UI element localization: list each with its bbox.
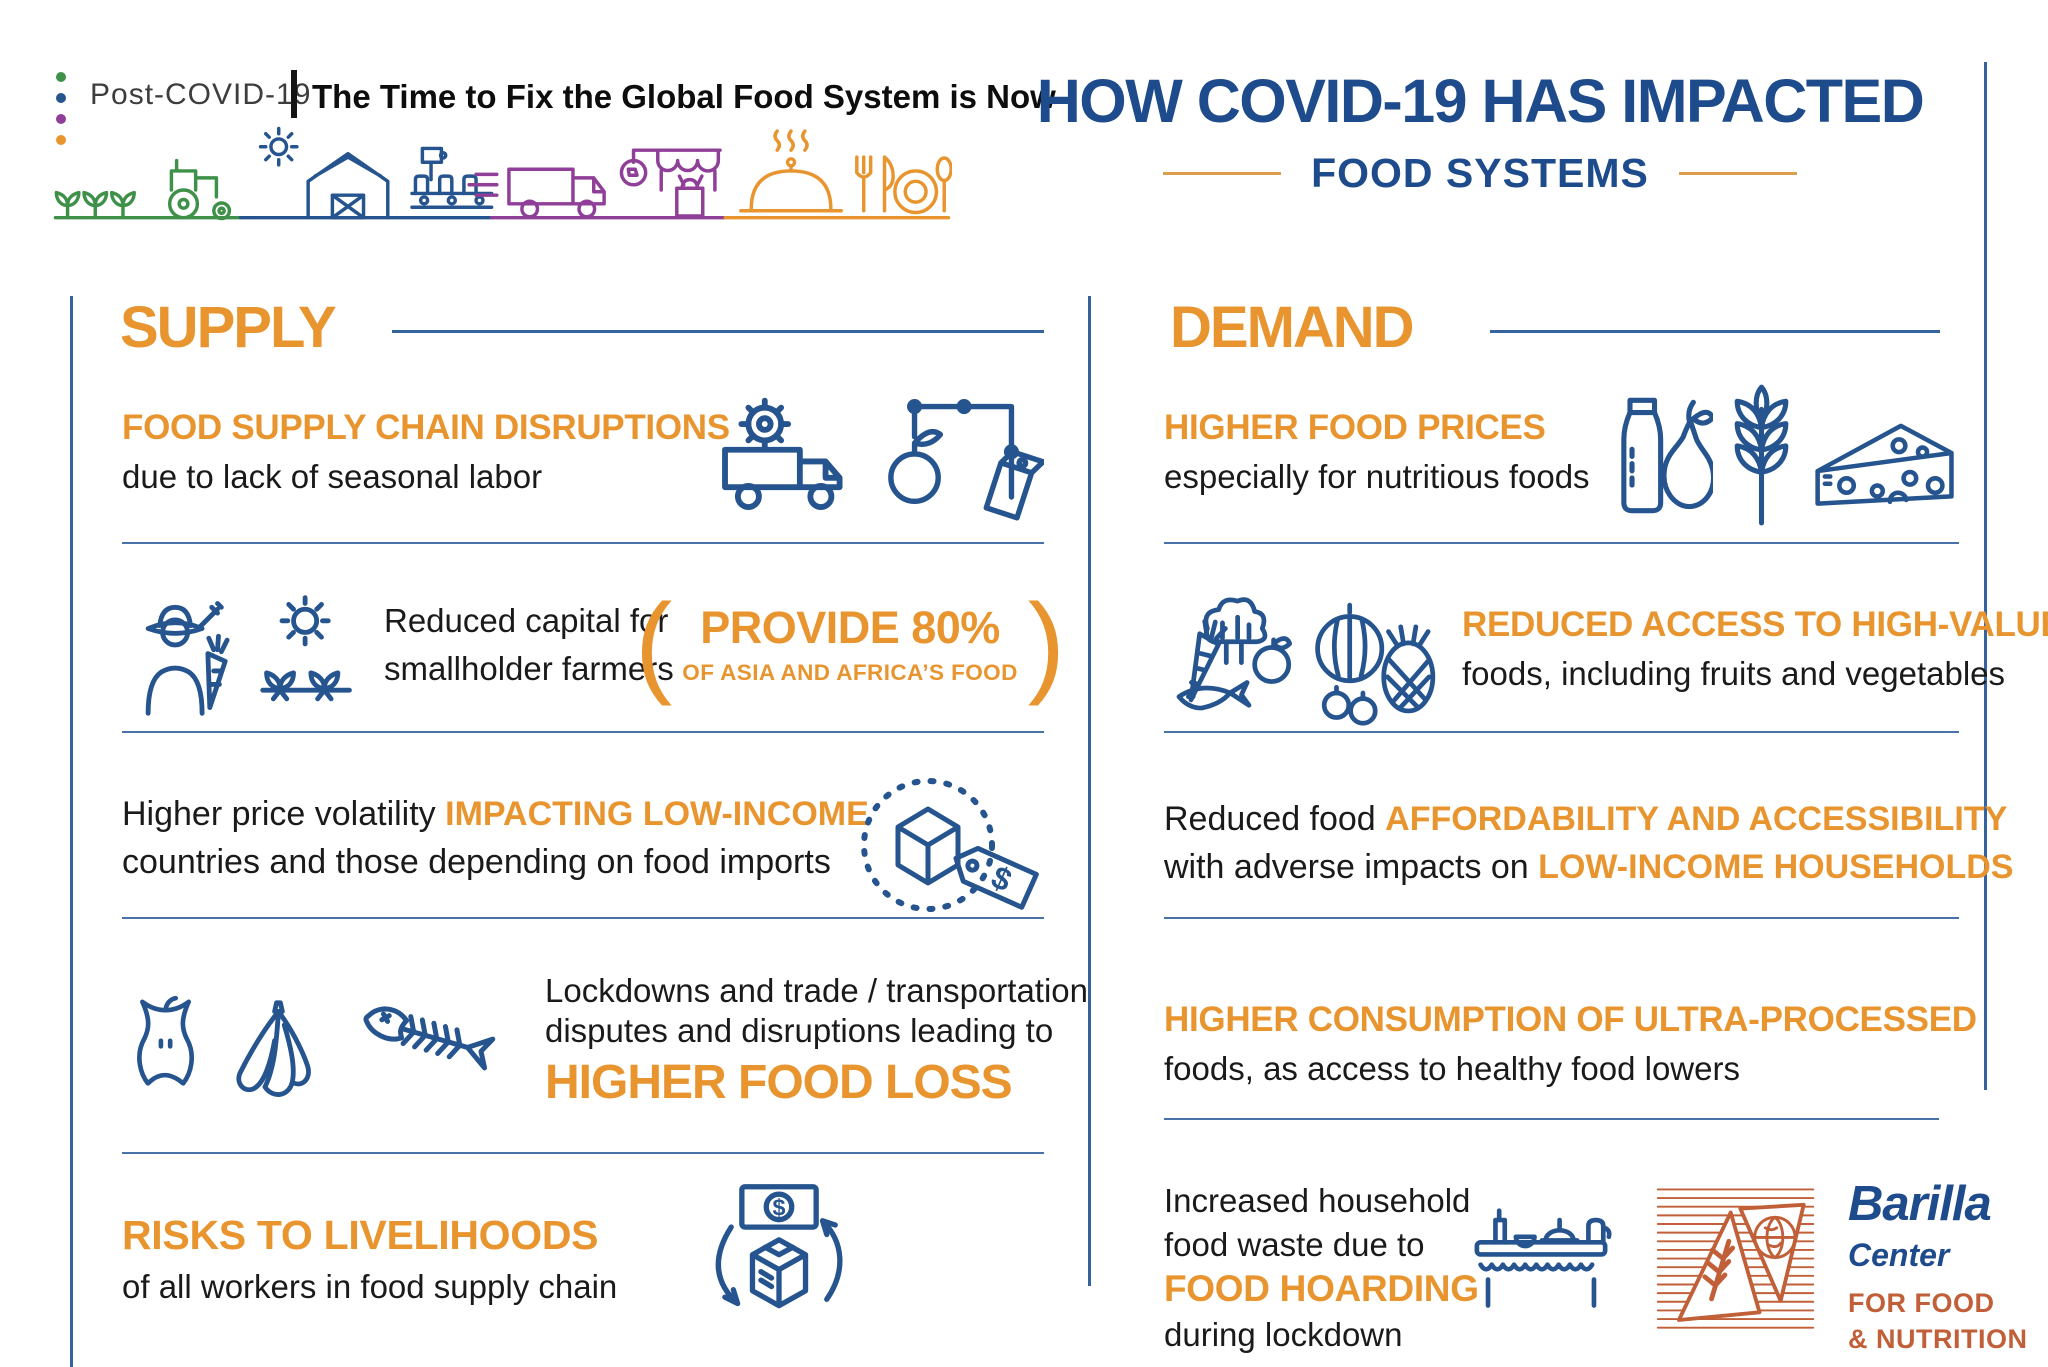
demand-item4-body: foods, as access to healthy food lowers [1164, 1050, 1740, 1087]
demand-item3-line2: with adverse impacts on LOW-INCOME HOUSE… [1164, 848, 2013, 887]
demand-divider-4 [1164, 1118, 1939, 1120]
sprout-icons [54, 190, 136, 220]
tractor-icon [167, 158, 232, 221]
cheese-icon [1810, 415, 1960, 524]
supply-heading-rule [392, 330, 1044, 333]
fruits-icon [1308, 590, 1450, 732]
supply-item4-line2: disputes and disruptions leading to [545, 1012, 1054, 1049]
demand-item3-highlight1: AFFORDABILITY AND ACCESSIBILITY [1385, 800, 2008, 838]
demand-item5-line2: food waste due to [1164, 1226, 1425, 1263]
demand-item5-highlight: FOOD HOARDING [1164, 1268, 1479, 1309]
demand-heading-rule [1490, 330, 1940, 333]
table-food-icon [1462, 1190, 1620, 1335]
supply-item4-highlight: HIGHER FOOD LOSS [545, 1056, 1013, 1109]
supply-item2-stat: ( PROVIDE 80% OF ASIA AND AFRICA’S FOOD … [635, 588, 1065, 700]
subtitle-left-line [1163, 172, 1282, 175]
demand-heading: DEMAND [1170, 295, 1415, 360]
logo-sub1: FOR FOOD [1848, 1288, 1995, 1318]
farmer-icon [125, 595, 231, 722]
storefront-icon [619, 148, 722, 218]
demand-item2-body: foods, including fruits and vegetables [1462, 655, 2006, 692]
tagline: The Time to Fix the Global Food System i… [312, 78, 1056, 115]
supply-item3-line2: countries and those depending on food im… [122, 843, 831, 881]
wheat-icon [1723, 382, 1799, 531]
demand-divider-3 [1164, 917, 1959, 919]
apple-core-icon [122, 988, 210, 1105]
demand-item5-line3: during lockdown [1164, 1316, 1403, 1353]
demand-item1-body: especially for nutritious foods [1164, 458, 1590, 495]
supply-item5-title: RISKS TO LIVELIHOODS [122, 1212, 599, 1258]
logo-division: Center [1848, 1237, 1950, 1273]
demand-divider-2 [1164, 731, 1959, 733]
supply-item3-highlight: IMPACTING LOW-INCOME [445, 795, 869, 833]
supply-item2-line2: smallholder farmers [384, 650, 674, 687]
demand-item4-title: HIGHER CONSUMPTION OF ULTRA-PROCESSED [1164, 1000, 1977, 1039]
stat-big: PROVIDE 80% [700, 602, 1000, 653]
demand-item3-highlight2: LOW-INCOME HOUSEHOLDS [1538, 848, 2014, 886]
header-divider-bar [291, 70, 297, 118]
supply-divider-2 [122, 731, 1044, 733]
vegetables-icon [1160, 585, 1302, 732]
barn-icon [306, 151, 390, 220]
plate-icon [893, 169, 939, 215]
demand-item5-line1: Increased household [1164, 1182, 1471, 1219]
milk-pear-icon [1595, 388, 1717, 531]
stat-small: OF ASIA AND AFRICA’S FOOD [682, 660, 1018, 685]
barilla-emblem-icon [1652, 1176, 1820, 1349]
banana-peel-icon [222, 998, 334, 1119]
sun-icon [258, 126, 299, 167]
supply-divider-3 [122, 917, 1044, 919]
paren-close: ) [1027, 581, 1066, 706]
money-box-cycle-icon: $ [710, 1180, 848, 1345]
supply-chain-icon [882, 385, 1046, 530]
food-chain-band-icon [52, 118, 953, 241]
page-subtitle-row: FOOD SYSTEMS [1020, 150, 1940, 197]
demand-item1-title: HIGHER FOOD PRICES [1164, 408, 1546, 447]
supply-column-line [70, 296, 73, 1367]
conveyor-icon [410, 146, 494, 210]
supply-heading: SUPPLY [120, 295, 337, 360]
truck-gear-icon [718, 392, 870, 523]
brand-dots-icon [56, 72, 66, 156]
demand-item3-line1: Reduced food AFFORDABILITY AND ACCESSIBI… [1164, 800, 2007, 839]
barilla-logo-text: Barilla Center FOR FOOD & NUTRITION [1848, 1180, 2027, 1358]
sun-seedling-icon [255, 595, 361, 722]
supply-divider-1 [122, 542, 1044, 544]
subtitle-right-line [1678, 172, 1797, 175]
spoon-icon [935, 156, 953, 213]
demand-item3-lead: Reduced food [1164, 800, 1386, 838]
page-subtitle: FOOD SYSTEMS [1311, 150, 1649, 196]
supply-item3-lead: Higher price volatility [122, 795, 446, 833]
page-title: HOW COVID-19 HAS IMPACTED [1036, 67, 1925, 135]
supply-item3-line1: Higher price volatility IMPACTING LOW-IN… [122, 795, 869, 834]
logo-sub2: & NUTRITION [1848, 1324, 2028, 1355]
supply-item2-line1: Reduced capital for [384, 602, 669, 639]
supply-item1-body: due to lack of seasonal labor [122, 458, 543, 495]
supply-item1-title: FOOD SUPPLY CHAIN DISRUPTIONS [122, 408, 730, 447]
box-price-tag-icon: $ [848, 765, 1048, 940]
right-edge-line [1984, 62, 1987, 1090]
delivery-truck-icon [507, 167, 606, 219]
cutlery-icon [855, 155, 895, 213]
demand-divider-1 [1164, 542, 1959, 544]
cloche-icon [739, 129, 843, 213]
logo-name: Barilla [1848, 1177, 1992, 1231]
brand-label: Post-COVID-19 [90, 78, 312, 111]
supply-divider-4 [122, 1152, 1044, 1154]
svg-text:$: $ [773, 1194, 786, 1220]
supply-item5-body: of all workers in food supply chain [122, 1268, 618, 1305]
fish-bone-icon [352, 985, 502, 1105]
demand-item2-title: REDUCED ACCESS TO HIGH-VALUE [1462, 605, 2048, 644]
supply-item4-line1: Lockdowns and trade / transportation [545, 972, 1089, 1009]
paren-open: ( [635, 581, 673, 706]
demand-column-line [1088, 296, 1091, 1286]
demand-item3-mid: with adverse impacts on [1164, 848, 1539, 886]
speed-lines [467, 172, 499, 197]
